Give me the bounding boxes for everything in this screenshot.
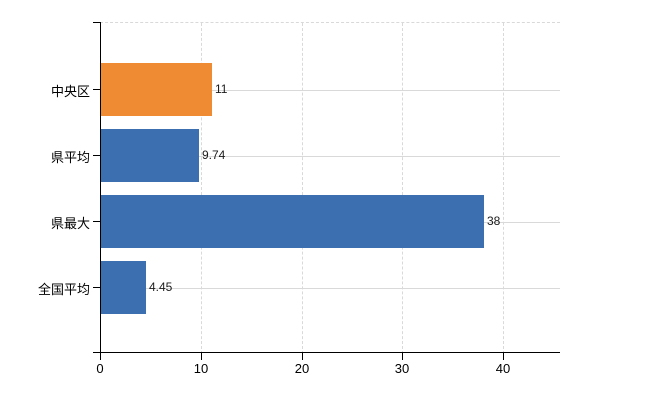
x-axis-tick-label: 20 bbox=[294, 361, 310, 376]
vertical-gridline bbox=[302, 23, 303, 354]
horizontal-gridline bbox=[100, 155, 560, 157]
horizontal-gridline bbox=[100, 287, 560, 289]
bar-4 bbox=[101, 261, 146, 314]
category-label: 中央区 bbox=[50, 83, 90, 99]
y-axis-line bbox=[100, 22, 101, 360]
y-axis-top-tick bbox=[93, 22, 100, 23]
bar-2 bbox=[101, 129, 199, 182]
x-axis-tick bbox=[503, 353, 504, 360]
vertical-gridline bbox=[503, 23, 504, 354]
bar-value-label: 11 bbox=[215, 82, 228, 96]
category-label: 全国平均 bbox=[37, 281, 90, 297]
category-label: 県最大 bbox=[50, 215, 90, 231]
horizontal-gridline bbox=[100, 89, 560, 91]
category-label: 県平均 bbox=[50, 149, 90, 165]
vertical-gridline bbox=[201, 23, 202, 354]
x-axis-tick-label: 40 bbox=[495, 361, 511, 376]
bar-3 bbox=[101, 195, 484, 248]
bar-value-label: 38 bbox=[487, 214, 501, 228]
x-axis-tick bbox=[302, 353, 303, 360]
x-axis-tick bbox=[402, 353, 403, 360]
vertical-gridline bbox=[402, 23, 403, 354]
category-tick bbox=[93, 88, 100, 90]
x-axis-tick-label: 10 bbox=[193, 361, 209, 376]
category-tick bbox=[93, 154, 100, 156]
x-axis-line bbox=[93, 352, 560, 353]
category-tick bbox=[93, 286, 100, 288]
x-axis-tick-label: 30 bbox=[394, 361, 410, 376]
x-axis-tick bbox=[201, 353, 202, 360]
bar-value-label: 9.74 bbox=[202, 148, 226, 162]
bar-value-label: 4.45 bbox=[149, 280, 173, 294]
x-axis-tick-label: 0 bbox=[96, 361, 104, 376]
bar-1 bbox=[101, 63, 212, 116]
category-tick bbox=[93, 220, 100, 222]
plot-area: 11 9.74 38 4.45 bbox=[100, 22, 560, 354]
